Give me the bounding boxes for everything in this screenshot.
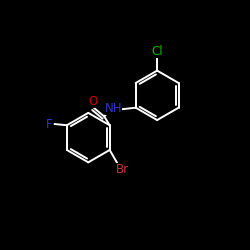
Text: O: O <box>88 94 97 108</box>
Text: Cl: Cl <box>151 45 163 58</box>
Text: NH: NH <box>105 102 122 115</box>
Text: F: F <box>46 118 52 130</box>
Text: Br: Br <box>116 162 128 175</box>
